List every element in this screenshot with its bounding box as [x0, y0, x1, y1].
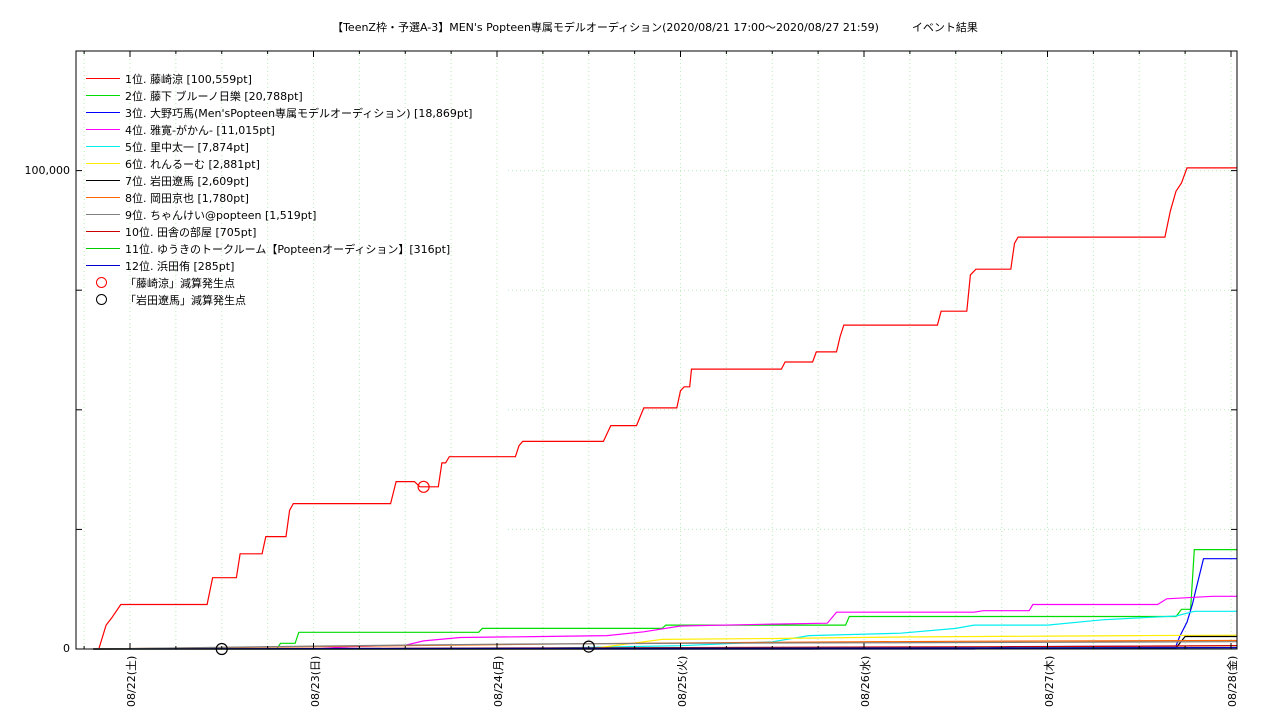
legend-label: 7位. 岩田遼馬 [2,609pt] [125, 174, 249, 188]
legend-item: 3位. 大野巧馬(Men'sPopteen専属モデルオーディション) [18,8… [86, 104, 472, 121]
legend-label: 11位. ゆうきのトークルーム【Popteenオーディション】[316pt] [125, 242, 451, 256]
legend-swatch [86, 112, 120, 113]
series-line-2 [93, 548, 1237, 650]
legend-label: 5位. 里中太一 [7,874pt] [125, 140, 249, 154]
marker-point-1 [417, 480, 430, 493]
x-tick-label: 08/22(土) [125, 655, 138, 707]
axis-ticks [76, 51, 1237, 650]
legend-item: 9位. ちゃんけい@popteen [1,519pt] [86, 206, 472, 223]
y-tick-label: 0 [63, 642, 70, 655]
legend-swatch [86, 180, 120, 181]
y-tick-label: 100,000 [24, 163, 71, 177]
legend-label: 「岩田遼馬」減算発生点 [125, 293, 246, 307]
legend-item: 7位. 岩田遼馬 [2,609pt] [86, 172, 472, 189]
x-tick-label: 08/25(火) [675, 655, 689, 707]
legend-swatch [86, 95, 120, 96]
legend-label: 10位. 田舎の部屋 [705pt] [125, 225, 257, 239]
legend-swatch [86, 78, 120, 79]
x-tick-label: 08/23(日) [308, 655, 322, 707]
x-tick-label: 08/24(月) [492, 655, 505, 707]
chart-title: 【TeenZ枠・予選A-3】MEN's Popteen専属モデルオーディション(… [332, 21, 978, 34]
legend-item: 1位. 藤崎涼 [100,559pt] [86, 70, 472, 87]
legend-item: 「岩田遼馬」減算発生点 [86, 291, 472, 308]
legend-swatch [86, 129, 120, 130]
series-line-1 [98, 167, 1237, 650]
legend-swatch [86, 248, 120, 249]
legend-swatch [86, 265, 120, 266]
legend-swatch [86, 214, 120, 215]
x-tick-label: 08/28(金) [1226, 655, 1239, 707]
legend-item: 8位. 岡田京也 [1,780pt] [86, 189, 472, 206]
legend-label: 9位. ちゃんけい@popteen [1,519pt] [125, 208, 317, 222]
legend-item: 4位. 雅寛-がかん- [11,015pt] [86, 121, 472, 138]
legend-label: 2位. 藤下 ブルーノ日樂 [20,788pt] [125, 89, 303, 103]
legend: 1位. 藤崎涼 [100,559pt] 2位. 藤下 ブルーノ日樂 [20,788… [86, 70, 472, 308]
x-tick-label: 08/26(水) [859, 655, 872, 707]
legend-label: 4位. 雅寛-がかん- [11,015pt] [125, 123, 275, 137]
legend-swatch [86, 146, 120, 147]
legend-marker-icon [96, 277, 107, 288]
legend-label: 8位. 岡田京也 [1,780pt] [125, 191, 249, 205]
legend-swatch [86, 163, 120, 164]
x-tick-label: 08/27(木) [1042, 655, 1056, 707]
marker-point-2 [582, 640, 595, 653]
legend-label: 12位. 浜田侑 [285pt] [125, 259, 235, 273]
grid-lines [83, 51, 1237, 649]
legend-item: 10位. 田舎の部屋 [705pt] [86, 223, 472, 240]
legend-item: 11位. ゆうきのトークルーム【Popteenオーディション】[316pt] [86, 240, 472, 257]
plot-frame [75, 50, 1238, 650]
legend-item: 6位. れんるーむ [2,881pt] [86, 155, 472, 172]
legend-label: 3位. 大野巧馬(Men'sPopteen専属モデルオーディション) [18,8… [125, 106, 473, 120]
legend-swatch [86, 197, 120, 198]
legend-label: 6位. れんるーむ [2,881pt] [125, 157, 260, 171]
series-line-4 [93, 595, 1237, 650]
legend-item: 5位. 里中太一 [7,874pt] [86, 138, 472, 155]
legend-item: 2位. 藤下 ブルーノ日樂 [20,788pt] [86, 87, 472, 104]
legend-item: 「藤崎涼」減算発生点 [86, 274, 472, 291]
legend-label: 1位. 藤崎涼 [100,559pt] [125, 72, 252, 86]
legend-label: 「藤崎涼」減算発生点 [125, 276, 235, 290]
legend-swatch [86, 231, 120, 232]
legend-item: 12位. 浜田侑 [285pt] [86, 257, 472, 274]
legend-marker-icon [96, 294, 107, 305]
